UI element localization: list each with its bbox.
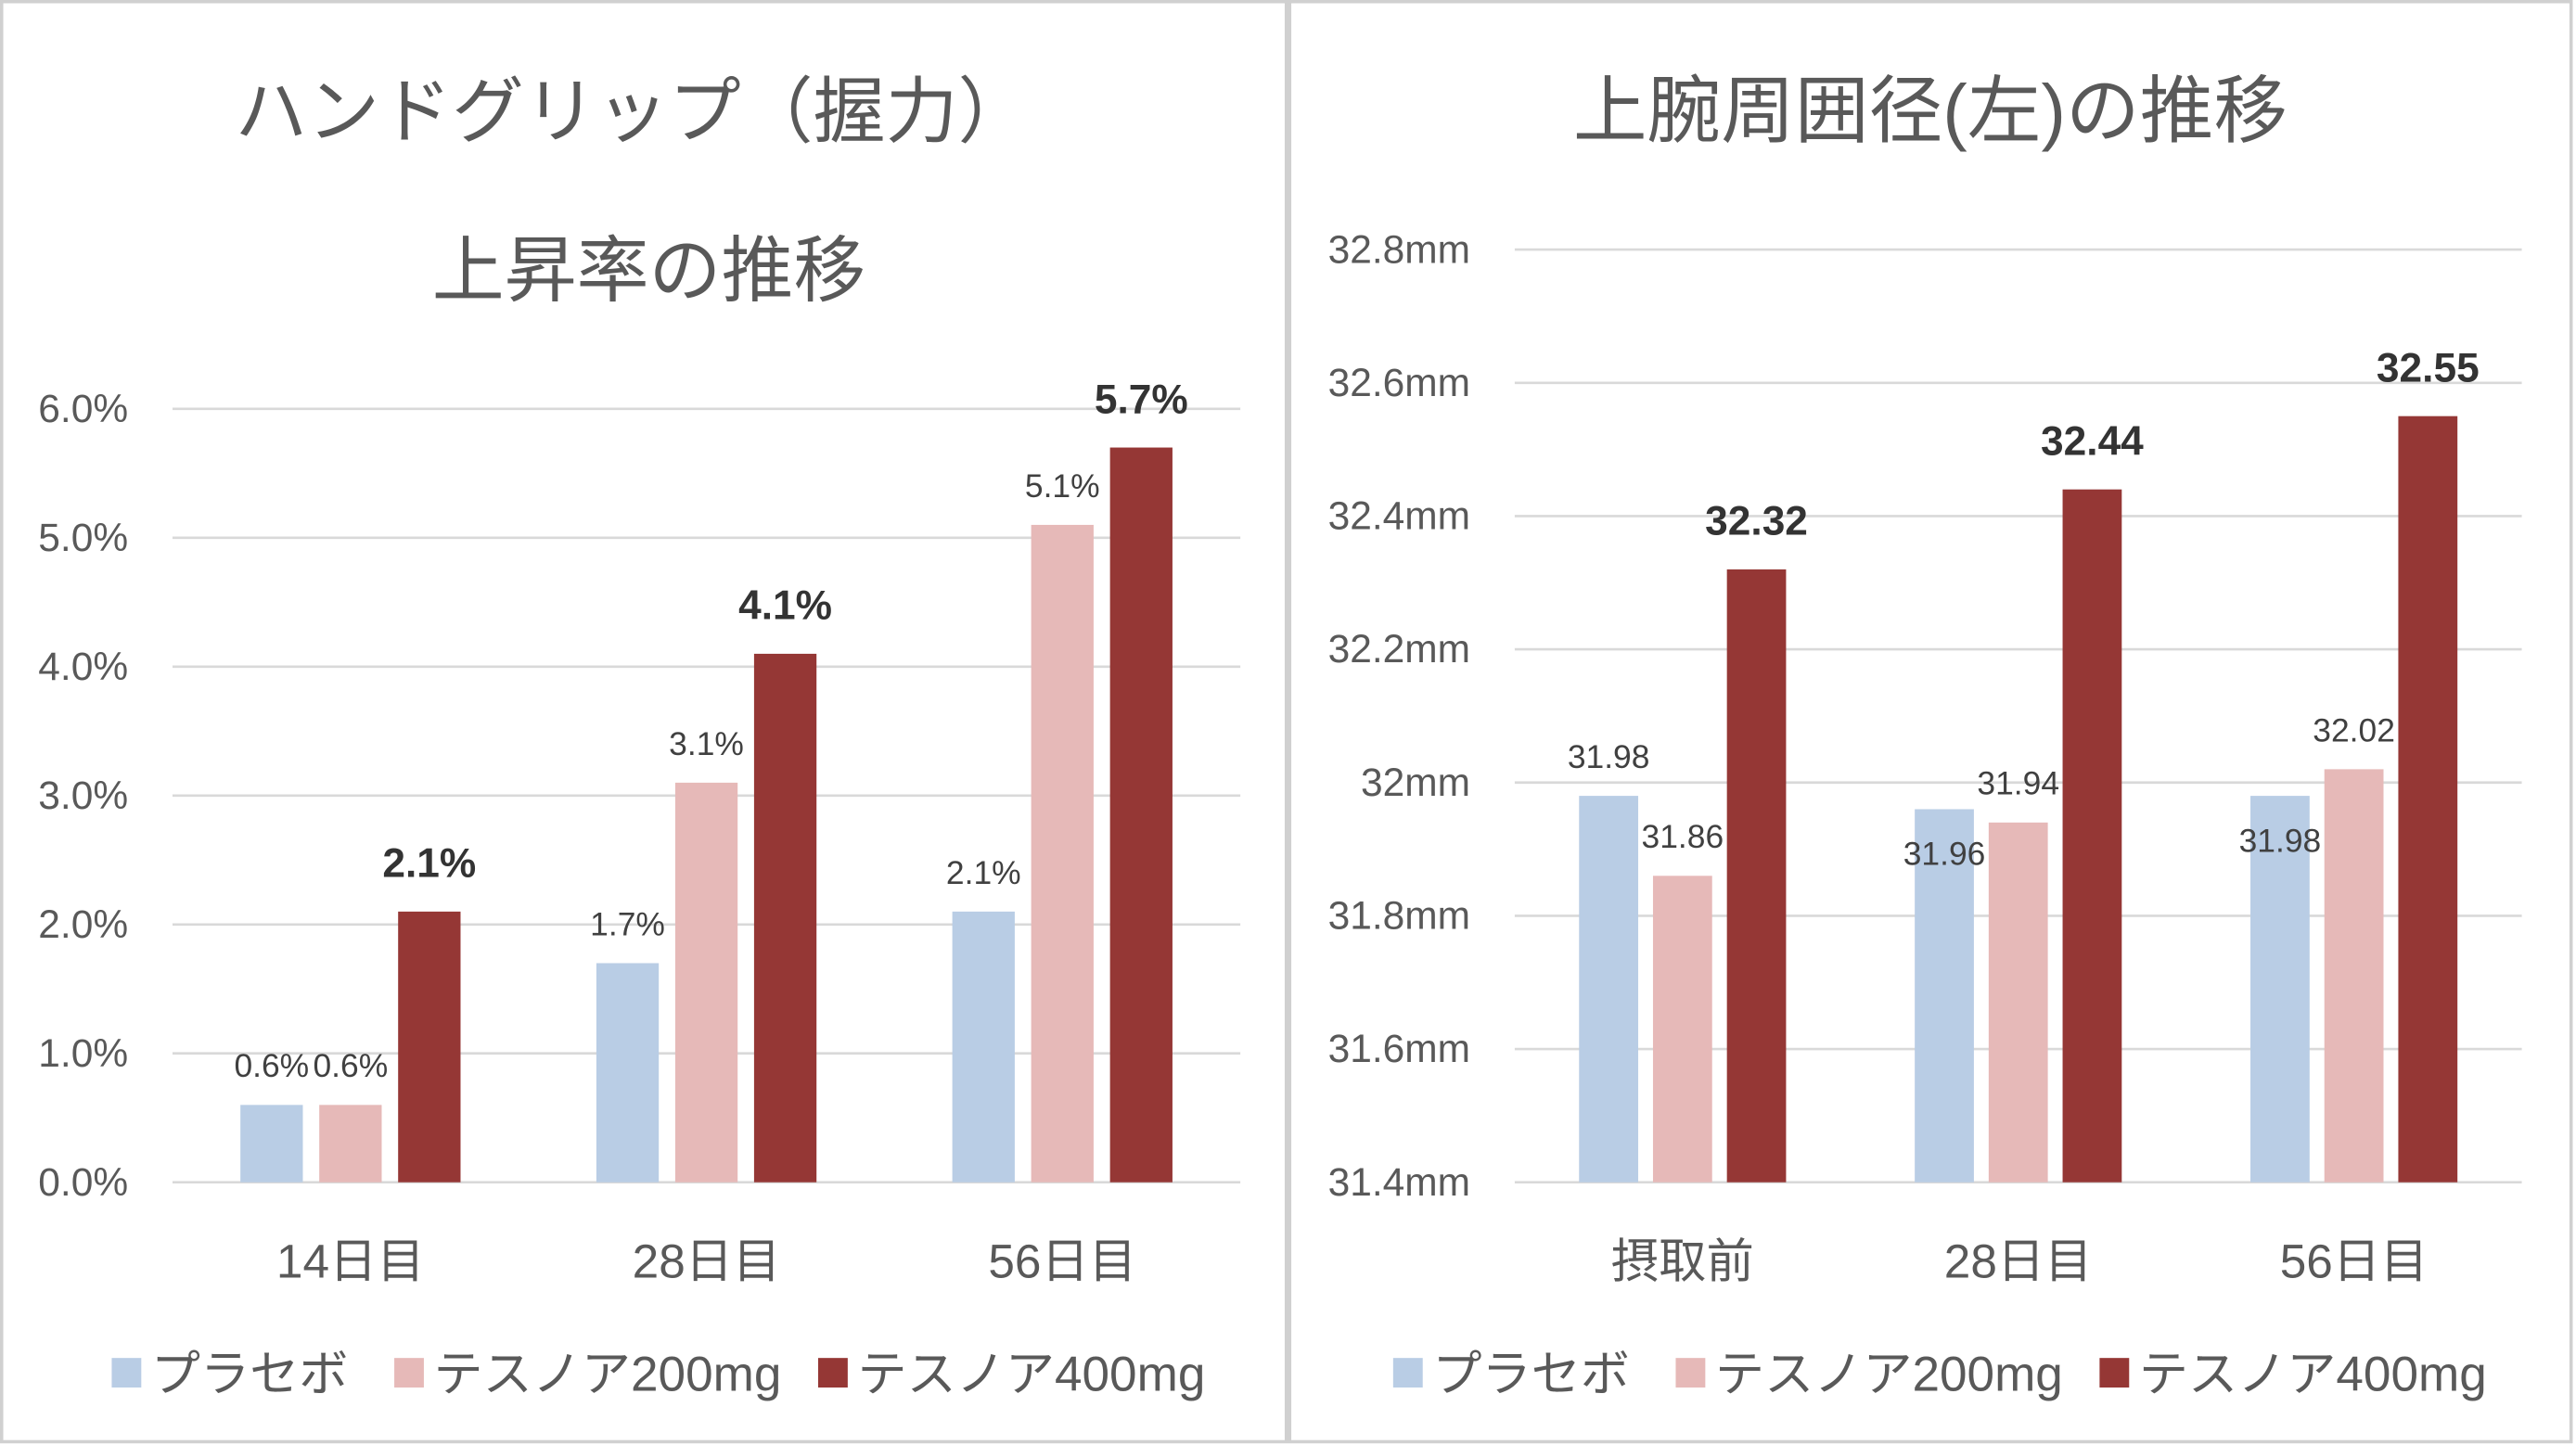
left-chart-border [0,0,1288,1444]
right-bar-tesnoa-400mg [1726,569,1787,1183]
right-y-tick-label: 32.2mm [1328,628,1470,671]
right-y-tick-label: 32.4mm [1328,495,1470,539]
right-bars [1579,416,2458,1183]
left-chart-title-line-2: 上昇率の推移 [432,230,866,312]
left-data-label-tesnoa-200mg: 5.1% [1025,467,1100,505]
right-y-tick-label: 31.4mm [1328,1161,1470,1205]
left-bar-placebo [240,1105,303,1183]
left-y-tick-label: 5.0% [38,517,128,560]
legend-label-placebo: プラセボ [151,1348,348,1402]
right-data-label-placebo: 31.96 [1903,836,1986,873]
left-bar-tesnoa-200mg [674,782,738,1183]
right-bar-placebo [2250,796,2310,1183]
right-category-label: 56日目 [2280,1234,2429,1287]
right-bar-tesnoa-400mg [2398,416,2458,1183]
legend-swatch-placebo [111,1358,142,1388]
legend-label-tesnoa-200mg: テスノア200mg [434,1348,782,1402]
left-chart-panel: ハンドグリップ（握力） 上昇率の推移 0.6% 0.6% 2.1% 1.7% 3.1% 4… [0,0,1288,1444]
left-bar-placebo [952,911,1015,1183]
legend-item-tesnoa-200mg: テスノア200mg [394,1348,781,1402]
right-data-label-placebo: 31.98 [1568,738,1650,775]
right-data-label-tesnoa-400mg: 32.55 [2377,346,2480,391]
left-data-label-placebo: 2.1% [946,854,1021,891]
left-y-axis-labels: 0.0% 1.0% 2.0% 3.0% 4.0% 5.0% 6.0% [38,388,128,1205]
left-data-label-tesnoa-400mg: 4.1% [738,583,832,629]
left-y-tick-label: 3.0% [38,774,128,818]
left-legend: プラセボ テスノア200mg テスノア400mg [111,1348,1205,1402]
right-y-tick-label: 32.6mm [1328,362,1470,405]
left-chart-title-line-1: ハンドグリップ（握力） [235,70,1030,152]
left-bar-tesnoa-400mg [1109,447,1173,1183]
legend-item-placebo: プラセボ [1392,1348,1630,1402]
right-data-label-tesnoa-200mg: 32.02 [2313,711,2395,748]
left-bar-tesnoa-400mg [398,911,461,1183]
right-data-labels: 31.98 31.86 32.32 31.96 31.94 32.44 31.98 32.02… [1568,346,2480,873]
legend-swatch-tesnoa-400mg [2099,1358,2130,1388]
right-bar-tesnoa-200mg [2324,769,2384,1183]
right-data-label-tesnoa-400mg: 32.44 [2041,419,2144,465]
legend-swatch-tesnoa-200mg [394,1358,424,1388]
right-bar-tesnoa-200mg [1652,876,1712,1183]
right-data-label-tesnoa-200mg: 31.94 [1977,765,2059,802]
left-data-labels: 0.6% 0.6% 2.1% 1.7% 3.1% 4.1% 2.1% 5.1% 5.7% [234,377,1187,1084]
right-x-axis-labels: 摂取前 28日目 56日目 [1611,1234,2429,1287]
left-data-label-tesnoa-400mg: 2.1% [382,841,476,887]
right-chart-panel: 上腕周囲径(左)の推移 31.98 31.86 32.32 31.96 31.94 32.… [1288,0,2573,1444]
legend-item-tesnoa-400mg: テスノア400mg [2099,1348,2487,1402]
legend-item-placebo: プラセボ [111,1348,348,1402]
right-y-tick-label: 32mm [1361,761,1470,805]
legend-label-tesnoa-400mg: テスノア400mg [857,1348,1205,1402]
left-y-tick-label: 1.0% [38,1032,128,1076]
right-bar-placebo [1915,809,1974,1183]
left-data-label-tesnoa-400mg: 5.7% [1095,377,1188,422]
left-data-label-tesnoa-200mg: 0.6% [313,1047,388,1084]
left-bar-tesnoa-200mg [1031,524,1094,1183]
right-y-tick-label: 31.8mm [1328,895,1470,939]
left-y-tick-label: 6.0% [38,388,128,431]
right-category-label: 28日目 [1944,1234,2093,1287]
left-y-tick-label: 0.0% [38,1161,128,1205]
right-y-tick-label: 31.6mm [1328,1028,1470,1071]
left-bar-tesnoa-200mg [319,1105,382,1183]
right-bar-placebo [1579,796,1639,1183]
left-x-axis-labels: 14日目 28日目 56日目 [276,1234,1136,1287]
right-y-tick-label: 32.8mm [1328,228,1470,272]
right-chart-title: 上腕周囲径(左)の推移 [1573,70,2288,152]
legend-label-placebo: プラセボ [1432,1348,1629,1402]
legend-swatch-placebo [1392,1358,1423,1388]
left-y-tick-label: 2.0% [38,903,128,947]
legend-swatch-tesnoa-200mg [1675,1358,1706,1388]
right-data-label-placebo: 31.98 [2239,822,2322,859]
right-category-label: 摂取前 [1611,1234,1754,1287]
right-data-label-tesnoa-400mg: 32.32 [1705,499,1808,544]
left-category-label: 56日目 [988,1234,1136,1287]
left-category-label: 14日目 [276,1234,425,1287]
left-category-label: 28日目 [633,1234,781,1287]
left-data-label-placebo: 1.7% [590,905,665,942]
legend-label-tesnoa-200mg: テスノア200mg [1715,1348,2063,1402]
right-bar-tesnoa-200mg [1988,822,2048,1183]
left-bar-tesnoa-400mg [753,653,817,1183]
right-legend: プラセボ テスノア200mg テスノア400mg [1392,1348,2487,1402]
left-data-label-placebo: 0.6% [234,1047,309,1084]
left-data-label-tesnoa-200mg: 3.1% [669,725,744,762]
left-y-tick-label: 4.0% [38,646,128,689]
right-bar-tesnoa-400mg [2062,489,2122,1183]
legend-item-tesnoa-200mg: テスノア200mg [1675,1348,2063,1402]
right-chart-border [1288,0,2573,1444]
legend-item-tesnoa-400mg: テスノア400mg [817,1348,1205,1402]
right-data-label-tesnoa-200mg: 31.86 [1642,818,1724,855]
legend-swatch-tesnoa-400mg [817,1358,848,1388]
left-bar-placebo [596,963,660,1183]
legend-label-tesnoa-400mg: テスノア400mg [2139,1348,2487,1402]
left-bars [240,447,1173,1183]
right-y-axis-labels: 31.4mm 31.6mm 31.8mm 32mm 32.2mm 32.4mm 32.6mm… [1328,228,1470,1205]
